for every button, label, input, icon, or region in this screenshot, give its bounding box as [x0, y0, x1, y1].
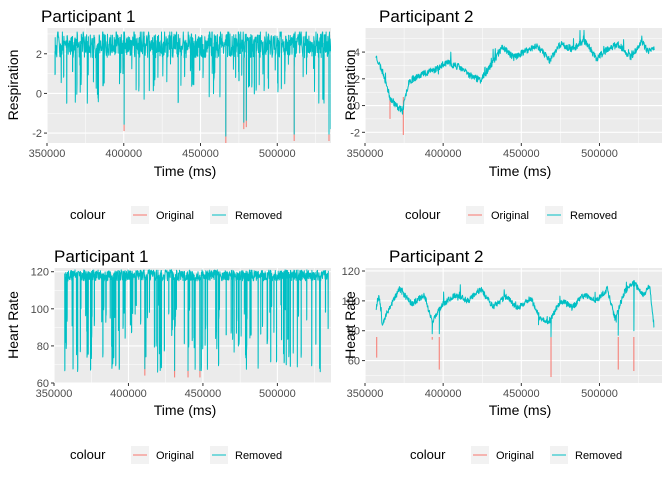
chart-title: Participant 2 — [379, 7, 474, 26]
y-tick-label: 80 — [348, 326, 360, 338]
legend-label-original: Original — [156, 450, 194, 462]
y-tick-label: 120 — [342, 266, 360, 278]
y-tick-label: 100 — [31, 304, 49, 316]
y-tick-label: 2 — [36, 49, 42, 61]
y-tick-label: 4 — [354, 47, 360, 59]
y-axis-label: Respiration — [342, 50, 358, 121]
x-tick-label: 450000 — [182, 148, 219, 160]
removed-series-line — [54, 31, 331, 137]
legend: colour Original Removed — [70, 446, 282, 464]
legend-label-removed: Removed — [575, 450, 622, 462]
y-tick-label: 0 — [36, 88, 42, 100]
legend-title: colour — [70, 447, 106, 462]
y-axis-label: Respiration — [5, 50, 21, 121]
x-axis-label: Time (ms) — [489, 163, 551, 179]
y-tick-label: 60 — [348, 356, 360, 368]
panel-2: 350000 400000 450000 500000 -2 0 2 4 Participant… — [342, 7, 662, 224]
legend-label-removed: Removed — [570, 210, 617, 222]
plot-background — [365, 268, 662, 383]
y-tick-label: 100 — [342, 296, 360, 308]
y-tick-label: 80 — [37, 341, 49, 353]
y-tick-label: 0 — [354, 101, 360, 113]
legend: colour Original Removed — [410, 446, 622, 464]
y-axis-label: Heart Rate — [342, 291, 358, 359]
x-tick-label: 450000 — [503, 148, 540, 160]
panel-4: 350000 400000 450000 500000 60 80 100 120 Partic… — [342, 247, 662, 464]
legend-title: colour — [405, 207, 441, 222]
chart-title: Participant 1 — [54, 247, 149, 266]
series-group — [64, 269, 329, 378]
series-group — [54, 31, 331, 143]
x-tick-label: 500000 — [581, 148, 618, 160]
series-group — [375, 29, 655, 135]
x-tick-label: 500000 — [581, 388, 618, 400]
y-axis-label: Heart Rate — [5, 291, 21, 359]
chart-title: Participant 1 — [41, 7, 136, 26]
x-axis-label: Time (ms) — [154, 402, 216, 418]
legend-title: colour — [410, 447, 446, 462]
removed-series-line — [375, 29, 655, 115]
x-tick-label: 400000 — [425, 388, 462, 400]
removed-series-line — [64, 269, 329, 373]
y-tick-label: 2 — [354, 74, 360, 86]
legend-label-original: Original — [491, 210, 529, 222]
y-tick-label: 120 — [31, 267, 49, 279]
x-tick-label: 350000 — [36, 388, 73, 400]
x-tick-label: 500000 — [259, 388, 296, 400]
legend: colour Original Removed — [70, 206, 282, 224]
x-tick-label: 350000 — [29, 148, 66, 160]
panel-3: 350000 400000 450000 500000 60 80 100 120 Partic… — [5, 247, 331, 464]
x-tick-label: 450000 — [503, 388, 540, 400]
x-tick-label: 400000 — [105, 148, 142, 160]
legend-label-removed: Removed — [235, 210, 282, 222]
y-tick-label: -2 — [350, 127, 360, 139]
series-group — [375, 280, 655, 378]
x-tick-label: 350000 — [347, 388, 384, 400]
y-tick-label: 60 — [37, 378, 49, 390]
x-tick-label: 350000 — [347, 148, 384, 160]
x-tick-label: 500000 — [259, 148, 296, 160]
panel-1: 350000 400000 450000 500000 -2 0 2 Participant … — [5, 7, 331, 224]
chart-title: Participant 2 — [389, 247, 484, 266]
legend-label-original: Original — [496, 450, 534, 462]
legend: colour Original Removed — [405, 206, 617, 224]
x-axis-label: Time (ms) — [489, 402, 551, 418]
x-axis-label: Time (ms) — [154, 163, 216, 179]
x-tick-label: 400000 — [425, 148, 462, 160]
legend-title: colour — [70, 207, 106, 222]
legend-label-original: Original — [156, 210, 194, 222]
y-tick-label: -2 — [32, 128, 42, 140]
x-tick-label: 450000 — [185, 388, 222, 400]
legend-label-removed: Removed — [235, 450, 282, 462]
x-tick-label: 400000 — [110, 388, 147, 400]
removed-series-line — [375, 280, 655, 338]
